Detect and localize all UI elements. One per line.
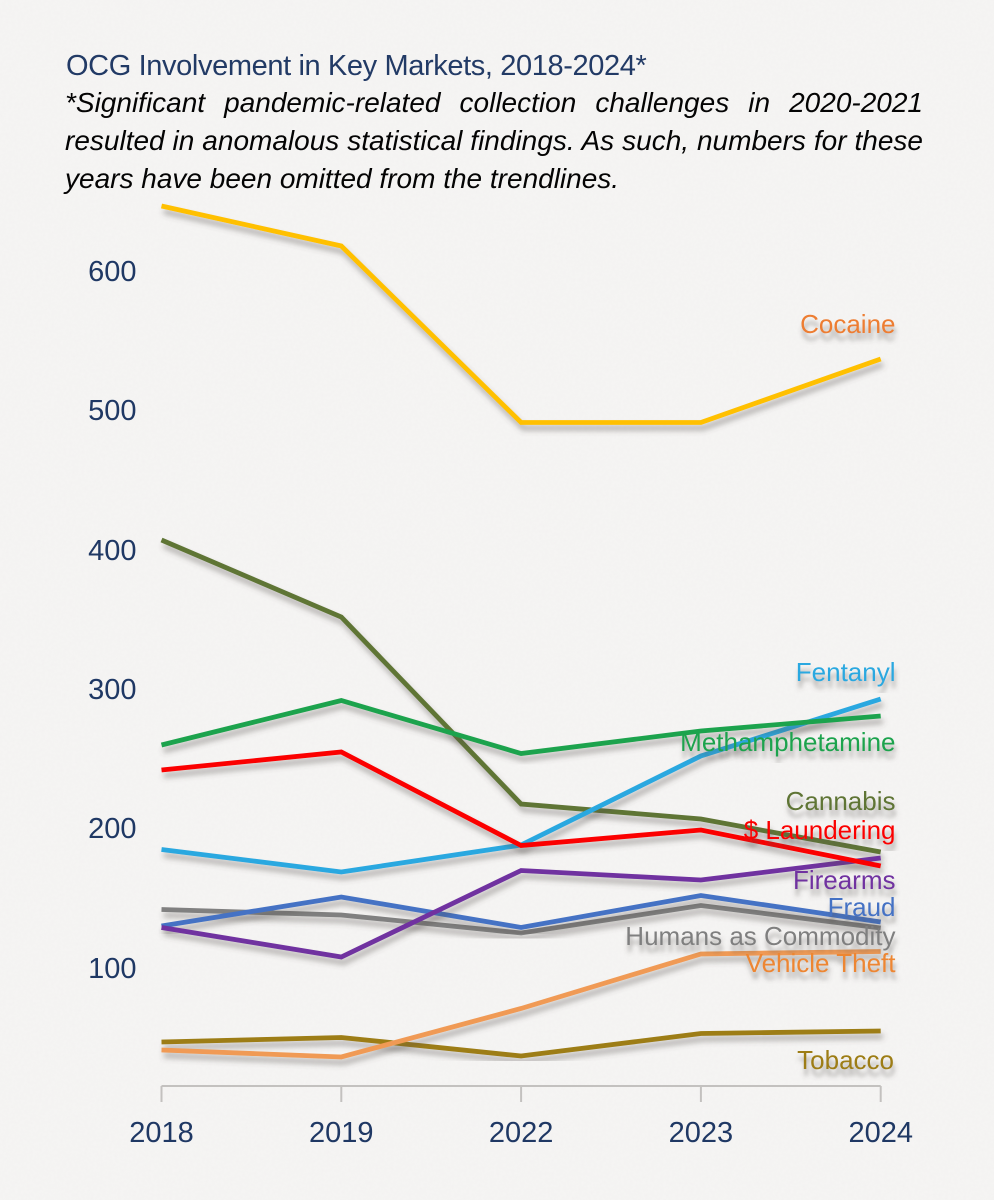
svg-text:Methamphetamine: Methamphetamine	[680, 727, 895, 757]
svg-text:Firearms: Firearms	[793, 865, 896, 895]
svg-text:Vehicle Theft: Vehicle Theft	[746, 948, 897, 978]
svg-text:Cannabis: Cannabis	[786, 786, 896, 816]
svg-text:400: 400	[88, 535, 136, 567]
svg-text:2018: 2018	[129, 1117, 194, 1149]
svg-text:2024: 2024	[848, 1117, 913, 1149]
svg-text:100: 100	[88, 953, 136, 985]
svg-text:2023: 2023	[669, 1117, 734, 1149]
svg-text:Fentanyl: Fentanyl	[796, 657, 896, 687]
svg-text:Tobacco: Tobacco	[797, 1045, 894, 1075]
svg-text:Humans as Commodity: Humans as Commodity	[625, 921, 895, 951]
svg-text:600: 600	[88, 256, 136, 288]
svg-text:300: 300	[88, 674, 136, 706]
svg-text:2022: 2022	[489, 1117, 554, 1149]
svg-text:500: 500	[88, 395, 136, 427]
svg-text:2019: 2019	[309, 1117, 374, 1149]
svg-text:200: 200	[88, 813, 136, 845]
svg-text:$ Laundering: $ Laundering	[744, 815, 896, 845]
svg-text:Cocaine: Cocaine	[800, 309, 895, 339]
svg-text:Fraud: Fraud	[828, 892, 896, 922]
